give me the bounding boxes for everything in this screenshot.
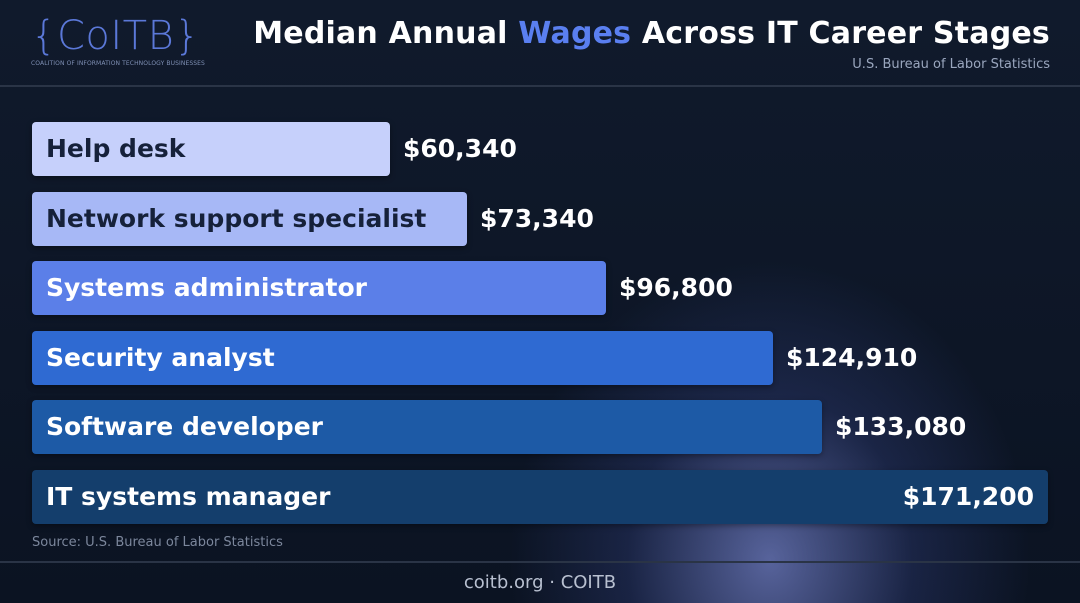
bar-label: Help desk <box>46 134 186 163</box>
bar <box>32 192 467 246</box>
footer-text: coitb.org · COITB <box>463 572 617 593</box>
bar-value-label: $133,080 <box>835 412 967 441</box>
bar-value-label: $73,340 <box>480 204 594 233</box>
brand-logo: {CoITB} COALITION OF INFORMATION TECHNOL… <box>31 12 205 72</box>
logo-subtitle: COALITION OF INFORMATION TECHNOLOGY BUSI… <box>31 60 205 67</box>
bar-value-label: $60,340 <box>403 134 517 163</box>
bar <box>32 400 822 454</box>
bar-value-label: $171,200 <box>902 482 1034 511</box>
footer-divider <box>0 561 1080 563</box>
title-highlight: Wages <box>518 16 632 51</box>
bar-label: Network support specialist <box>46 204 427 233</box>
bar <box>32 261 606 315</box>
source-note: Source: U.S. Bureau of Labor Statistics <box>32 535 283 550</box>
bar-label: IT systems manager <box>46 482 331 511</box>
bar-value-label: $124,910 <box>786 343 918 372</box>
chart-title: Median Annual Wages Across IT Career Sta… <box>253 14 1050 54</box>
bar-value-label: $96,800 <box>619 273 733 302</box>
header-divider <box>0 85 1080 87</box>
bar-label: Security analyst <box>46 343 275 372</box>
bar-label: Systems administrator <box>46 273 367 302</box>
header: {CoITB} COALITION OF INFORMATION TECHNOL… <box>0 0 1080 86</box>
bar <box>32 470 1048 524</box>
bar <box>32 122 390 176</box>
title-part-2: Across IT Career Stages <box>631 16 1050 51</box>
logo-wordmark: {CoITB} <box>31 13 201 59</box>
bar-label: Software developer <box>46 412 323 441</box>
title-part-1: Median Annual <box>253 16 519 51</box>
bar <box>32 331 773 385</box>
chart-subtitle: U.S. Bureau of Labor Statistics <box>852 57 1050 72</box>
